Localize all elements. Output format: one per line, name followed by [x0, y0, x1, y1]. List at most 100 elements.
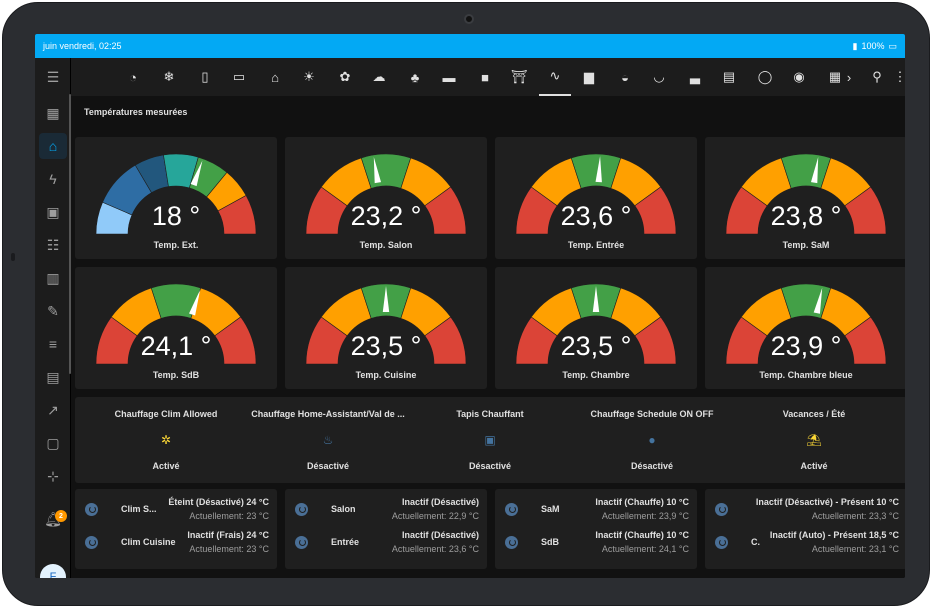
tab-gauge-icon[interactable]: ◔	[129, 69, 137, 85]
gauge-needle	[813, 287, 823, 314]
sidebar-item-history[interactable]: ▥	[46, 269, 60, 286]
sidebar-item-overview[interactable]: ▦	[46, 104, 60, 121]
sidebar-item-notes[interactable]: ▢	[46, 434, 60, 451]
thermostat-state: Inactif (Désactivé) - Présent 10 °C	[755, 497, 899, 507]
tab-camera-icon[interactable]: ■	[481, 69, 489, 85]
entity-tile[interactable]: Chauffage Clim Allowed ✲ Activé	[85, 397, 247, 483]
thermostat-row[interactable]: Entrée Inactif (Désactivé) Actuellement:…	[285, 527, 487, 559]
dashboard-content: Températures mesurées 18 ° Temp. Ext. 23…	[71, 96, 905, 578]
menu-icon[interactable]: ☰	[46, 68, 60, 85]
sidebar-item-map[interactable]: ▣	[46, 203, 60, 220]
gauge-segment	[214, 316, 257, 365]
search-icon[interactable]: ⚲	[872, 69, 882, 84]
gauge-value: 23,2 °	[350, 201, 422, 231]
tab-device-icon[interactable]: ▦	[828, 69, 842, 84]
radiator-icon: ♨	[322, 433, 334, 447]
tab-phone-icon[interactable]: ▯	[201, 69, 209, 84]
tab-rv-icon[interactable]: ▬	[442, 69, 456, 85]
tab-lightbulb-icon[interactable]: ◯	[757, 69, 773, 84]
thermostat-name: Clim S...	[121, 504, 157, 514]
gauge-card[interactable]: 23,6 ° Temp. Entrée	[495, 137, 697, 259]
more-menu-icon[interactable]: ⋮	[893, 69, 906, 84]
tab-bed-icon[interactable]: ▃	[690, 69, 700, 84]
gauge-segment	[424, 186, 467, 235]
thermostat-state: Inactif (Auto) - Présent 18,5 °C	[769, 530, 899, 540]
sidebar-item-home[interactable]: ⌂	[39, 133, 67, 159]
gauge-needle	[382, 286, 390, 312]
entity-state: Désactivé	[468, 461, 512, 471]
gauge-card[interactable]: 23,5 ° Temp. Chambre	[495, 267, 697, 389]
sidebar-item-network[interactable]: ⊹	[47, 467, 59, 484]
tab-bowl-icon[interactable]: ◒	[621, 69, 629, 85]
entity-tile[interactable]: Chauffage Home-Assistant/Val de ... ♨ Dé…	[247, 397, 409, 483]
gauge-label: Temp. Chambre	[562, 370, 630, 380]
tab-eye-icon[interactable]: ◉	[793, 69, 805, 84]
tab-printer-icon[interactable]: ▤	[722, 69, 736, 84]
gauge-needle	[595, 156, 602, 183]
tab-home-icon[interactable]: ⌂	[271, 69, 279, 85]
gauge-card[interactable]: 18 ° Temp. Ext.	[75, 137, 277, 259]
tabs-scroll-right-icon[interactable]: ›	[846, 69, 852, 85]
side-button	[11, 253, 15, 261]
thermostat-row[interactable]: Clim S... Éteint (Désactivé) 24 °C Actue…	[75, 494, 277, 526]
tab-wave-icon[interactable]: ∿	[539, 58, 571, 96]
thermostat-row[interactable]: C. Inactif (Auto) - Présent 18,5 °C Actu…	[705, 527, 905, 559]
sidebar-item-panels[interactable]: ▤	[46, 368, 60, 385]
tab-sprout-icon[interactable]: ♣	[410, 69, 420, 85]
thermostat-row[interactable]: Inactif (Désactivé) - Présent 10 °C Actu…	[705, 494, 905, 526]
entity-state: Désactivé	[630, 461, 674, 471]
thermostat-icon	[505, 536, 518, 549]
tab-tv-icon[interactable]: ▭	[232, 69, 246, 84]
thermostat-row[interactable]: SaM Inactif (Chauffe) 10 °C Actuellement…	[495, 494, 697, 526]
user-avatar[interactable]: F	[40, 564, 66, 578]
thermostat-row[interactable]: Salon Inactif (Désactivé) Actuellement: …	[285, 494, 487, 526]
gauge-value: 23,6 °	[560, 201, 632, 231]
entity-state: Activé	[152, 461, 180, 471]
thermostat-current: Actuellement: 23,9 °C	[601, 511, 689, 521]
tab-gate-icon[interactable]: ⛩	[510, 69, 528, 84]
thermostat-icon	[85, 503, 98, 516]
tab-sun-icon[interactable]: ☀	[303, 69, 315, 84]
gauge-card[interactable]: 24,1 ° Temp. SdB	[75, 267, 277, 389]
entity-tile[interactable]: Vacances / Été ⛱ Activé	[733, 397, 895, 483]
sidebar-scrollbar[interactable]	[69, 94, 71, 374]
thermostat-icon	[295, 536, 308, 549]
thermostat-icon	[715, 536, 728, 549]
gauge-value: 24,1 °	[140, 331, 212, 361]
sidebar-item-logbook[interactable]: ☷	[46, 236, 60, 253]
thermostat-current: Actuellement: 24,1 °C	[601, 544, 689, 554]
sidebar-item-timeline[interactable]: ≡	[48, 336, 58, 352]
tab-snowflake-icon[interactable]: ❄	[163, 69, 175, 84]
tab-weather-icon[interactable]: ☁	[372, 69, 386, 84]
tab-bathtub-icon[interactable]: ◡	[653, 69, 665, 84]
gauge-arc	[305, 153, 467, 235]
gauge-card[interactable]: 23,8 ° Temp. SaM	[705, 137, 905, 259]
gauge-arc	[95, 283, 257, 365]
sidebar-item-statistics[interactable]: ↗	[47, 401, 59, 418]
sidebar-item-tools[interactable]: ✎	[47, 302, 59, 319]
thermostat-row[interactable]: Clim Cuisine Inactif (Frais) 24 °C Actue…	[75, 527, 277, 559]
gauge-segment	[424, 316, 467, 365]
gauge-value: 18 °	[151, 201, 201, 231]
gauge-card[interactable]: 23,2 ° Temp. Salon	[285, 137, 487, 259]
thermostat-name: SdB	[541, 537, 559, 547]
gauge-arc	[725, 283, 887, 365]
tab-plant-icon[interactable]: ✿	[339, 69, 351, 84]
entity-tile[interactable]: Chauffage Schedule ON OFF ● Désactivé	[571, 397, 733, 483]
thermostat-name: Clim Cuisine	[121, 537, 176, 547]
tab-sofa-icon[interactable]: ▆	[584, 69, 594, 84]
gauge-arc	[305, 283, 467, 365]
clock-icon: ●	[648, 433, 656, 447]
thermostat-current: Actuellement: 23 °C	[189, 544, 269, 554]
gauge-label: Temp. Salon	[359, 240, 413, 250]
gauge-card[interactable]: 23,9 ° Temp. Chambre bleue	[705, 267, 905, 389]
thermostat-row[interactable]: SdB Inactif (Chauffe) 10 °C Actuellement…	[495, 527, 697, 559]
entity-title: Vacances / Été	[782, 409, 846, 419]
sidebar-item-energy[interactable]: ϟ	[49, 171, 57, 187]
thermostat-current: Actuellement: 23 °C	[189, 511, 269, 521]
thermostat-current: Actuellement: 22,9 °C	[391, 511, 479, 521]
gauge-value: 23,8 °	[770, 201, 842, 231]
gauge-card[interactable]: 23,5 ° Temp. Cuisine	[285, 267, 487, 389]
entity-tile[interactable]: Tapis Chauffant ▣ Désactivé	[409, 397, 571, 483]
